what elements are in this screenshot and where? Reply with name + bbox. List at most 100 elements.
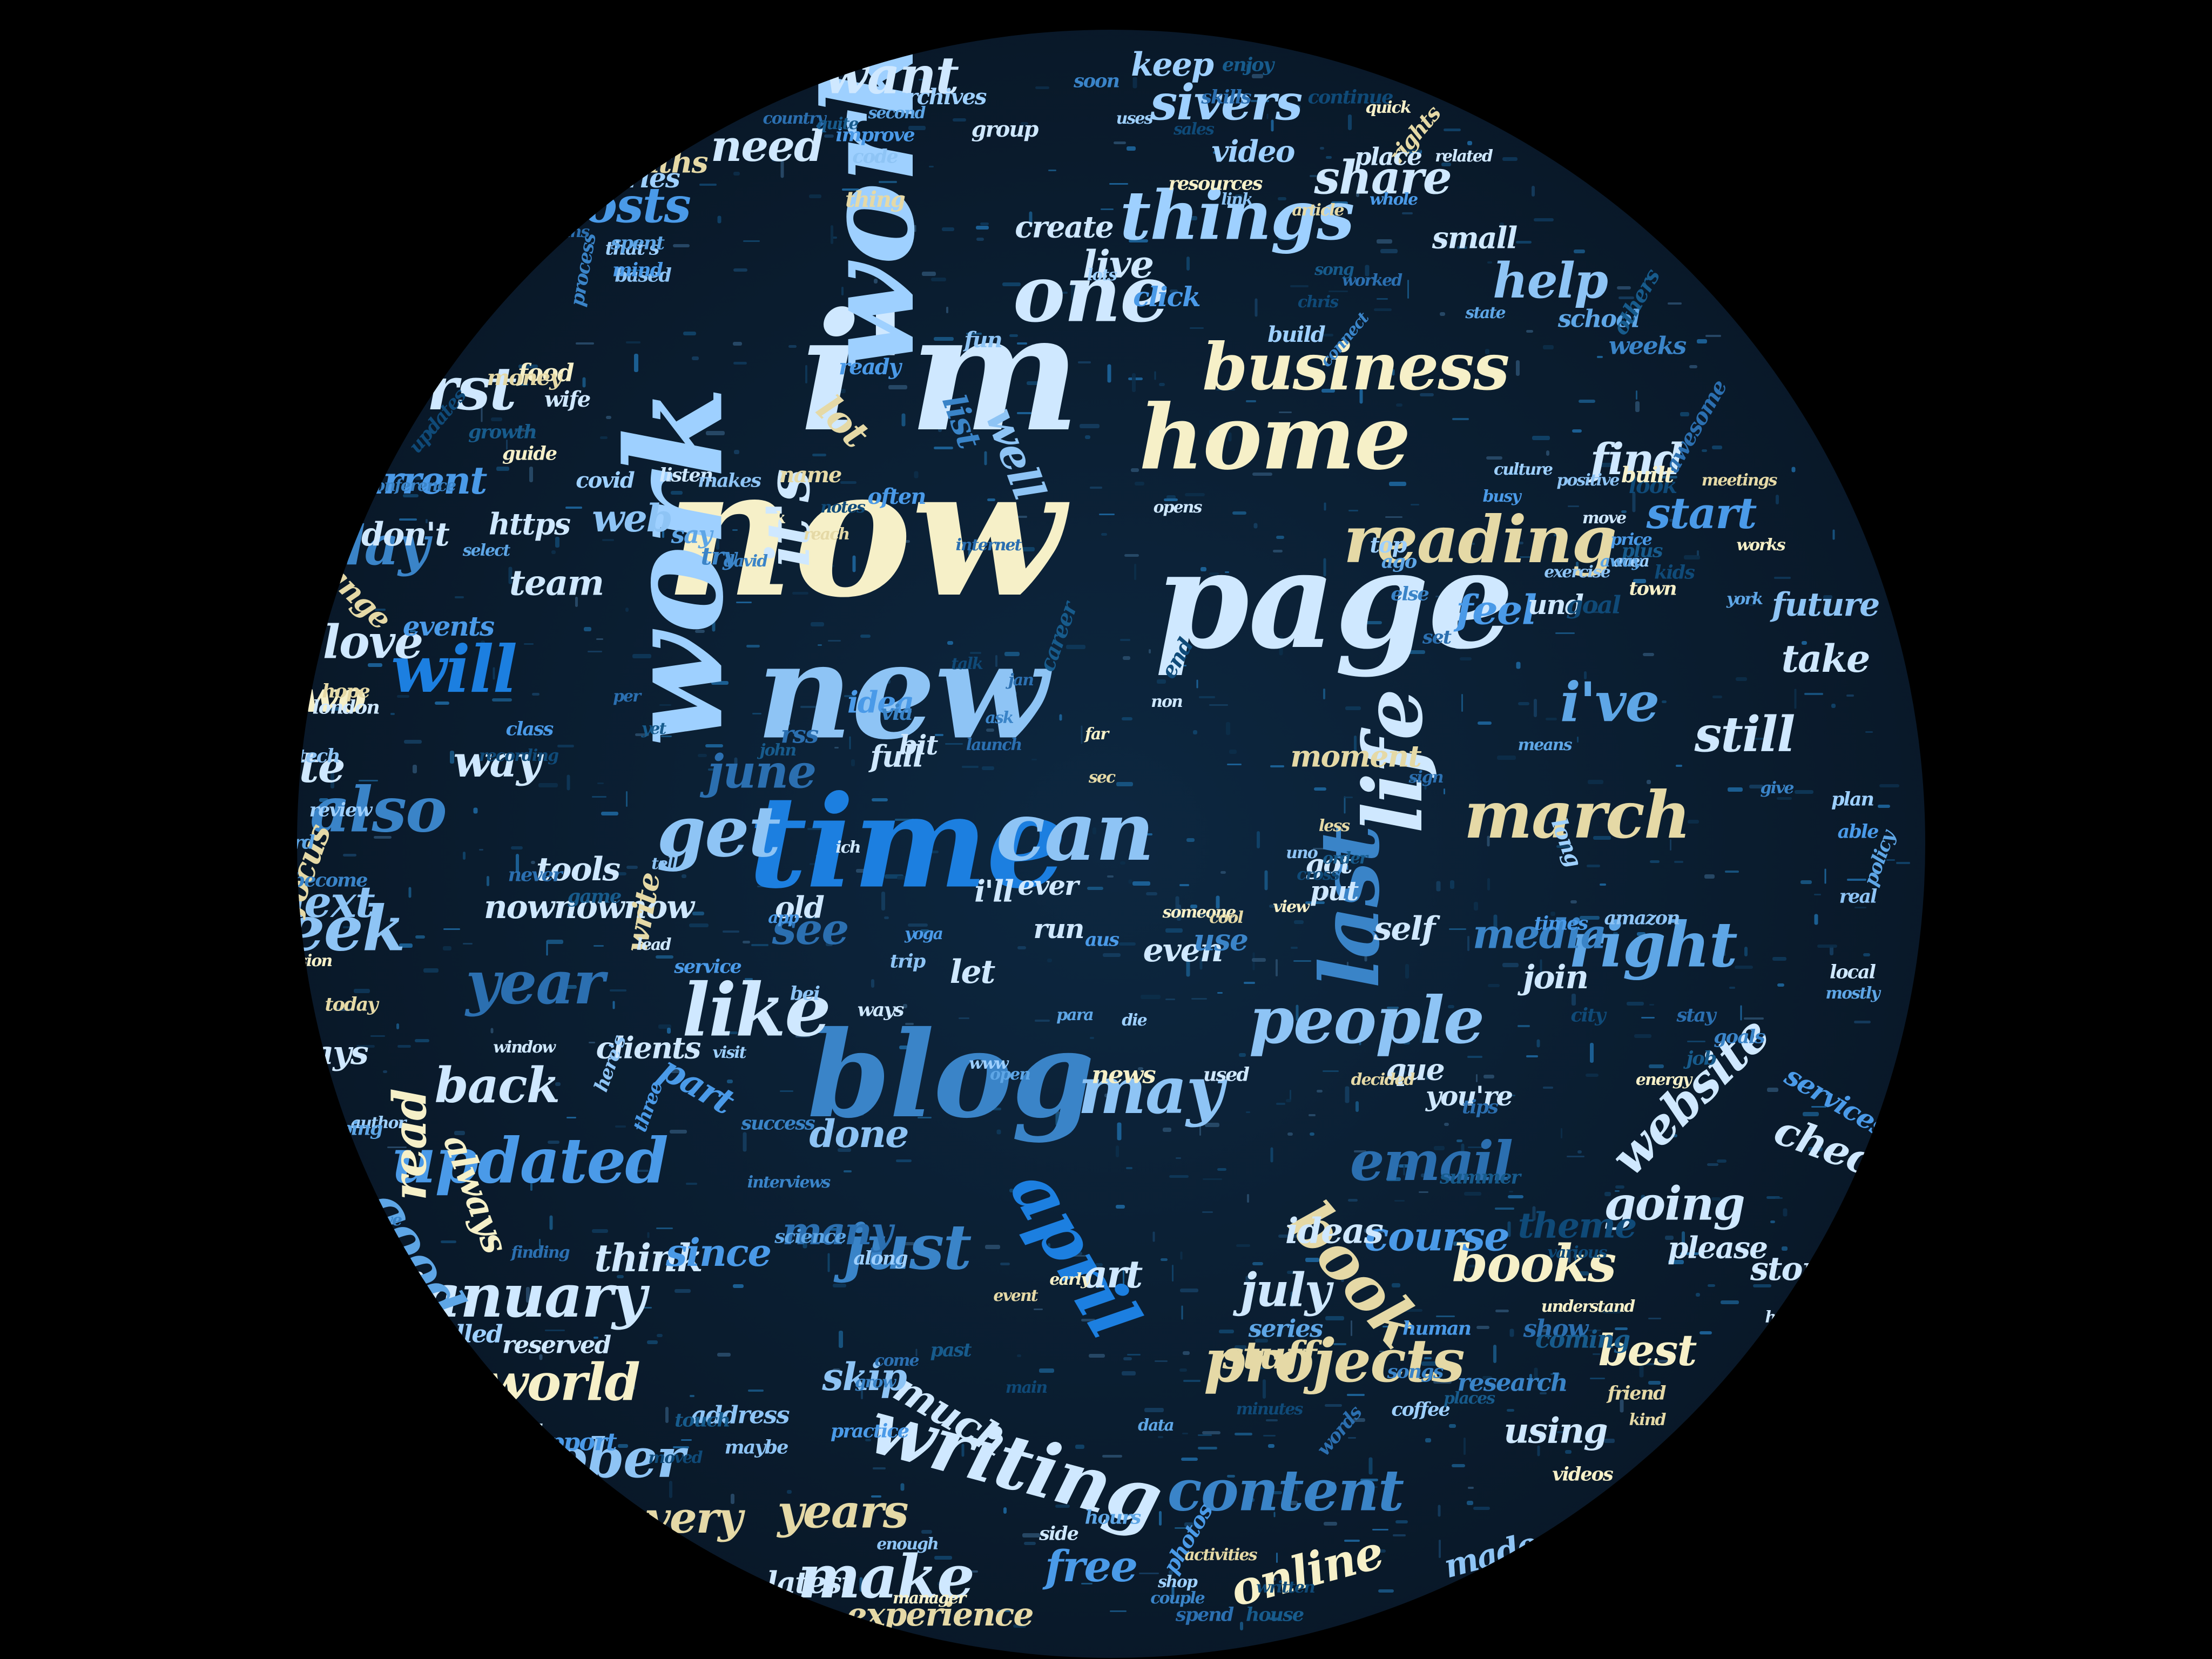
filler-speck [1721,1300,1739,1304]
word-can: can [996,784,1155,879]
filler-speck [1580,915,1600,920]
filler-speck [1406,650,1426,655]
filler-speck [1201,567,1207,571]
word-touch: touch [675,1409,731,1432]
word-guide: guide [502,442,557,465]
filler-speck [1163,498,1178,502]
filler-speck [888,385,908,389]
word-june: june [707,745,817,799]
word-come: come [874,1351,919,1370]
filler-speck [1444,129,1461,132]
filler-speck [1615,1190,1620,1192]
filler-speck [491,417,503,422]
word-love: love [322,615,423,670]
filler-speck [673,244,690,248]
filler-speck [1680,1252,1700,1255]
filler-speck [1724,871,1739,873]
filler-speck [1704,874,1715,879]
filler-speck [1100,208,1114,210]
filler-speck [1433,1146,1445,1151]
word-couple: couple [1150,1589,1205,1608]
filler-speck [442,946,451,951]
filler-speck [1550,911,1555,916]
filler-speck [823,565,835,568]
word-kind: kind [1629,1411,1667,1429]
filler-speck [1131,468,1139,473]
word-year: year [466,948,604,1017]
filler-speck [597,783,604,785]
filler-speck [1456,1139,1462,1142]
word-visit: visit [712,1043,747,1062]
word-view: view [1273,898,1310,916]
filler-speck [1182,1351,1190,1355]
filler-speck [354,989,370,994]
filler-speck [1510,542,1524,545]
filler-speck [1191,997,1207,1000]
word-site: site [297,741,346,792]
word-like: like [682,967,831,1053]
filler-speck [792,592,808,595]
filler-speck [1104,1093,1110,1097]
filler-speck [929,850,939,853]
filler-speck [705,744,723,747]
word-ask: ask [985,709,1014,727]
filler-speck [1177,1505,1183,1508]
filler-speck [635,733,650,737]
word-related: related [1435,147,1493,166]
filler-speck [1814,914,1818,925]
filler-speck [1348,510,1358,512]
word-uno: uno [1286,844,1318,862]
filler-speck [383,1070,388,1073]
word-else: else [1391,583,1429,605]
filler-speck [871,979,875,988]
filler-speck [1230,618,1245,620]
filler-speck [1553,534,1559,537]
word-bei: bei [790,982,820,1005]
word-many: many [782,1209,893,1253]
filler-speck [1783,1208,1788,1217]
filler-speck [872,1467,886,1469]
word-world: world [484,1352,640,1413]
filler-speck [721,818,727,820]
word-click: click [1133,281,1201,313]
word-area: area [1613,552,1650,571]
filler-speck [1502,157,1518,161]
word-become: become [297,869,368,892]
filler-speck [1791,467,1796,473]
filler-speck [632,905,646,908]
filler-speck [937,1582,953,1586]
word-small2: means [1518,736,1573,754]
filler-speck [1495,1309,1509,1312]
filler-speck [1695,1292,1700,1297]
word-theme: theme [1518,1205,1637,1246]
filler-speck [1184,493,1205,496]
filler-speck [529,467,533,483]
filler-speck [1196,679,1198,689]
word-food: food [517,358,575,387]
filler-speck [981,766,994,770]
filler-speck [1487,261,1492,264]
word-group: group [971,117,1039,142]
word-hope: hope [322,680,370,703]
filler-speck [592,1229,609,1233]
filler-speck [515,430,534,432]
filler-speck [1534,699,1537,718]
filler-speck [1165,999,1175,1001]
filler-speck [454,1131,466,1136]
word-stuff: stuff [1222,1333,1317,1378]
filler-speck [1711,445,1722,449]
filler-speck [1107,875,1114,878]
word-shop: shop [1158,1573,1198,1591]
filler-speck [1146,892,1158,895]
word-order: order [1323,849,1368,868]
filler-speck [599,436,608,439]
filler-speck [1157,1436,1163,1439]
word-david: david [723,552,768,571]
word-based: based [615,264,672,287]
filler-speck [1009,1189,1014,1193]
word-ill: i'll [974,873,1014,909]
filler-speck [857,1111,865,1116]
word-ways: ways [857,999,905,1021]
word-songs: songs [1387,1360,1444,1383]
filler-speck [1755,737,1772,740]
